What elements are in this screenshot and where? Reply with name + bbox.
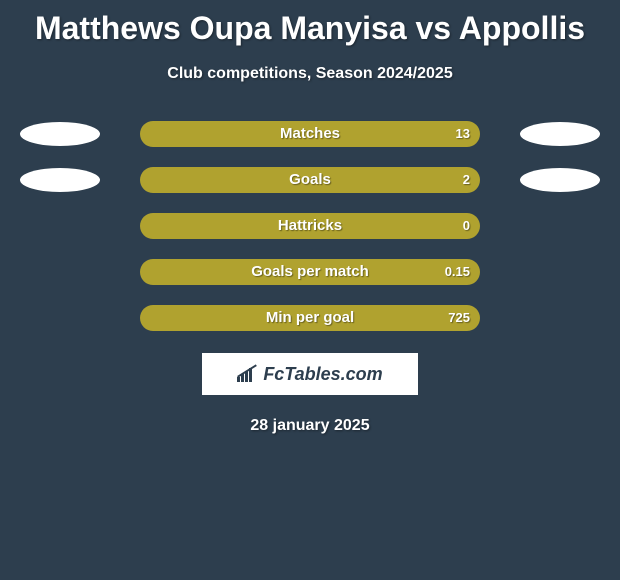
stat-row: Goals per match0.15 [0, 259, 620, 285]
stat-value-right: 13 [456, 121, 470, 147]
stat-value-right: 0 [463, 213, 470, 239]
stat-label: Matches [140, 121, 480, 147]
stat-value-right: 0.15 [445, 259, 470, 285]
stat-bar: Goals2 [140, 167, 480, 193]
stat-label: Min per goal [140, 305, 480, 331]
stat-row: Hattricks0 [0, 213, 620, 239]
stat-row: Min per goal725 [0, 305, 620, 331]
date-label: 28 january 2025 [0, 417, 620, 435]
avatar-right [520, 122, 600, 146]
avatar-left [20, 122, 100, 146]
stat-row: Matches13 [0, 121, 620, 147]
logo-box: FcTables.com [202, 353, 418, 395]
stat-label: Hattricks [140, 213, 480, 239]
logo-text: FcTables.com [263, 364, 382, 385]
stat-bar: Matches13 [140, 121, 480, 147]
stat-label: Goals per match [140, 259, 480, 285]
page-title: Matthews Oupa Manyisa vs Appollis [0, 0, 620, 47]
logo-chart-icon [237, 366, 257, 382]
stat-value-right: 2 [463, 167, 470, 193]
stat-bar: Goals per match0.15 [140, 259, 480, 285]
subtitle: Club competitions, Season 2024/2025 [0, 65, 620, 83]
stat-value-right: 725 [448, 305, 470, 331]
stat-row: Goals2 [0, 167, 620, 193]
stat-bar: Min per goal725 [140, 305, 480, 331]
stat-label: Goals [140, 167, 480, 193]
avatar-left [20, 168, 100, 192]
stat-bar: Hattricks0 [140, 213, 480, 239]
avatar-right [520, 168, 600, 192]
stats-container: Matches13 Goals2 Hattricks0 Goals per match… [0, 121, 620, 331]
